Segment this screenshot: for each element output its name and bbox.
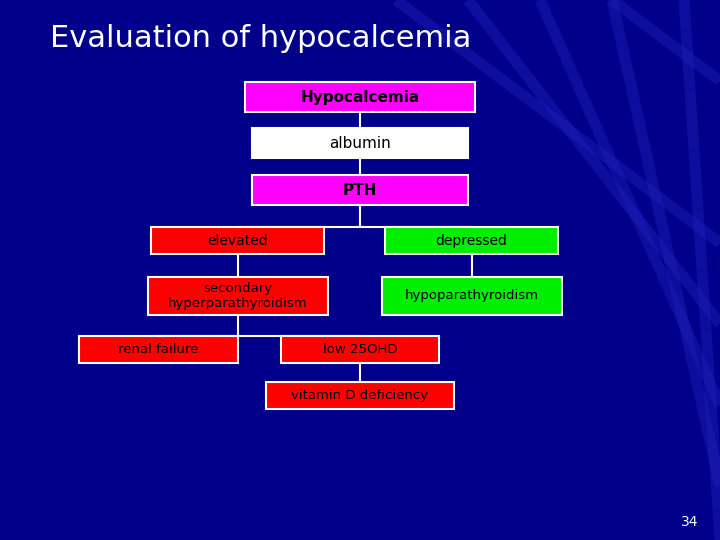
Text: vitamin D deficiency: vitamin D deficiency — [292, 389, 428, 402]
Text: 34: 34 — [681, 515, 698, 529]
FancyBboxPatch shape — [382, 277, 562, 315]
Text: PTH: PTH — [343, 183, 377, 198]
FancyBboxPatch shape — [252, 128, 468, 158]
FancyBboxPatch shape — [79, 336, 238, 363]
FancyBboxPatch shape — [385, 227, 558, 254]
Text: albumin: albumin — [329, 136, 391, 151]
Text: hypoparathyroidism: hypoparathyroidism — [405, 289, 539, 302]
FancyBboxPatch shape — [266, 382, 454, 409]
FancyBboxPatch shape — [281, 336, 439, 363]
FancyBboxPatch shape — [245, 82, 475, 112]
Text: elevated: elevated — [207, 234, 268, 248]
Text: secondary
hyperparathyroidism: secondary hyperparathyroidism — [168, 282, 307, 310]
FancyBboxPatch shape — [252, 175, 468, 205]
FancyBboxPatch shape — [148, 277, 328, 315]
Text: low 25OHD: low 25OHD — [323, 343, 397, 356]
Text: depressed: depressed — [436, 234, 508, 248]
FancyBboxPatch shape — [151, 227, 324, 254]
Text: Evaluation of hypocalcemia: Evaluation of hypocalcemia — [50, 24, 472, 53]
Text: renal failure: renal failure — [118, 343, 199, 356]
Text: Hypocalcemia: Hypocalcemia — [300, 90, 420, 105]
